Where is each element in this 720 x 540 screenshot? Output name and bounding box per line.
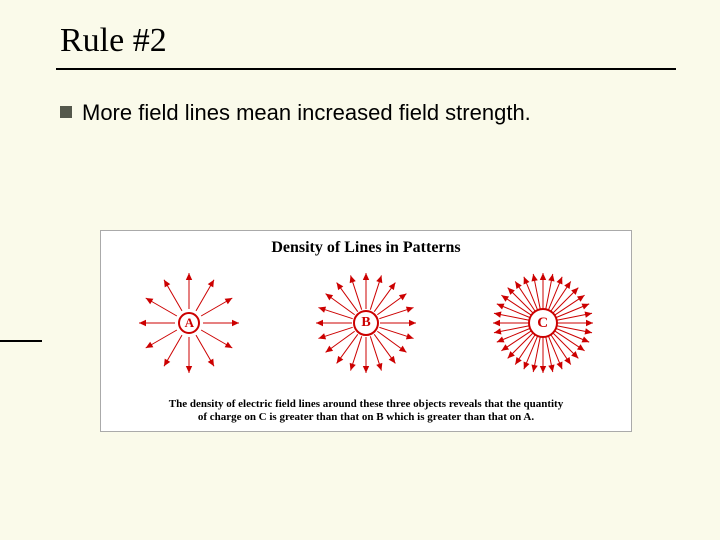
figure-caption: The density of electric field lines arou… <box>109 398 623 426</box>
slide-title: Rule #2 <box>60 22 167 60</box>
side-rule <box>0 340 42 342</box>
charge-core-a: A <box>178 312 200 334</box>
charge-label-a: A <box>185 315 194 331</box>
charge-core-b: B <box>353 310 379 336</box>
diagram-b: B <box>291 263 441 383</box>
figure-charts: A B C <box>101 263 631 383</box>
bullet-text: More field lines mean increased field st… <box>82 100 531 126</box>
bullet-icon <box>60 106 72 118</box>
diagram-a: A <box>114 263 264 383</box>
figure-title: Density of Lines in Patterns <box>101 239 631 257</box>
slide: Rule #2 More field lines mean increased … <box>0 0 720 540</box>
charge-core-c: C <box>528 308 558 338</box>
figure-caption-line2: of charge on C is greater than that on B… <box>198 411 534 423</box>
figure-caption-line1: The density of electric field lines arou… <box>169 398 563 410</box>
bullet-row: More field lines mean increased field st… <box>60 100 531 126</box>
title-underline <box>56 68 676 70</box>
charge-label-c: C <box>537 315 548 332</box>
charge-label-b: B <box>361 315 370 331</box>
diagram-c: C <box>468 263 618 383</box>
figure-panel: Density of Lines in Patterns A B C <box>100 230 632 432</box>
